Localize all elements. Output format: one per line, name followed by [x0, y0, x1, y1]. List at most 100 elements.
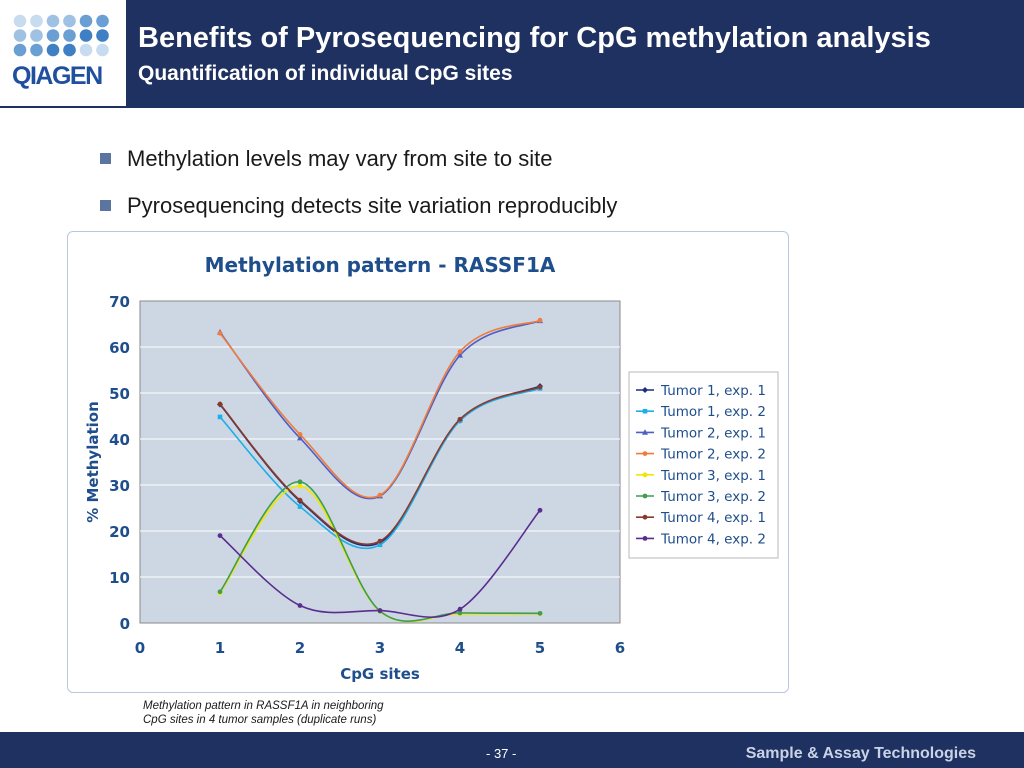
logo-dot	[46, 29, 60, 42]
chart-legend: Tumor 1, exp. 1 Tumor 1, exp. 2 Tumor 2, e…	[628, 371, 779, 559]
plot-area	[139, 300, 621, 624]
logo-dot	[79, 43, 93, 57]
y-tick-label: 10	[109, 569, 130, 587]
slide-header: QIAGEN Benefits of Pyrosequencing for Cp…	[0, 0, 1024, 108]
data-point	[537, 384, 543, 390]
logo-dot	[63, 29, 76, 42]
logo-dot	[96, 29, 109, 42]
logo-wordmark: QIAGEN	[12, 62, 103, 90]
data-point	[217, 589, 223, 595]
data-point	[377, 542, 383, 548]
data-point	[642, 514, 648, 520]
legend-box	[628, 371, 779, 559]
logo-dot	[63, 43, 76, 57]
legend-label: Tumor 2, exp. 2	[660, 447, 766, 463]
data-point	[642, 493, 648, 499]
x-tick-label: 0	[135, 639, 145, 657]
data-point	[297, 603, 303, 608]
data-point	[297, 432, 303, 437]
legend-label: Tumor 2, exp. 1	[660, 425, 766, 441]
series-group	[217, 507, 543, 618]
logo-dot	[63, 14, 76, 28]
slide-subtitle: Quantification of individual CpG sites	[138, 62, 513, 85]
legend-label: Tumor 3, exp. 2	[660, 489, 766, 505]
data-point	[457, 349, 463, 354]
data-point	[297, 483, 303, 489]
logo-dot	[46, 14, 60, 28]
chart-title: Methylation pattern - RASSF1A	[205, 253, 556, 277]
data-point	[537, 507, 543, 513]
data-point	[377, 538, 383, 544]
data-point	[642, 429, 648, 435]
chart-frame: Methylation pattern - RASSF1A 0 10 20 30 40 50…	[67, 231, 789, 693]
legend-label: Tumor 1, exp. 2	[660, 404, 766, 420]
data-point	[217, 533, 223, 538]
data-point	[297, 434, 303, 441]
data-point	[297, 497, 303, 503]
y-tick-label: 0	[120, 615, 130, 633]
data-point	[537, 317, 543, 323]
y-tick-label: 70	[109, 293, 130, 311]
data-point	[297, 504, 303, 509]
series-line	[219, 480, 541, 622]
data-point	[642, 408, 648, 414]
data-point	[537, 610, 543, 616]
bullet-item: Pyrosequencing detects site variation re…	[100, 193, 617, 219]
legend-label: Tumor 1, exp. 1	[660, 383, 766, 399]
logo-dot	[79, 14, 93, 28]
logo-dot	[13, 29, 27, 42]
logo-dot	[96, 43, 109, 57]
series-group	[217, 384, 543, 546]
legend-label: Tumor 4, exp. 1	[660, 510, 766, 526]
data-point	[377, 608, 383, 613]
data-point	[217, 330, 223, 336]
caption-line: Methylation pattern in RASSF1A in neighb…	[143, 700, 384, 712]
series-group	[217, 317, 543, 499]
footer-brand: Sample & Assay Technologies	[745, 745, 976, 762]
logo-dot	[30, 29, 43, 42]
bullet-text: Pyrosequencing detects site variation re…	[127, 193, 618, 218]
x-tick-label: 5	[535, 639, 545, 657]
data-point	[457, 610, 463, 616]
logo-dot	[13, 43, 27, 57]
logo-dot	[30, 43, 43, 57]
caption-line: CpG sites in 4 tumor samples (duplicate …	[143, 714, 377, 726]
legend-label: Tumor 3, exp. 1	[660, 468, 766, 484]
x-axis-label: CpG sites	[340, 665, 420, 683]
y-tick-label: 30	[109, 477, 130, 495]
y-tick-label: 50	[109, 385, 130, 403]
bullet-item: Methylation levels may vary from site to…	[100, 146, 552, 172]
slide-footer: - 37 - Sample & Assay Technologies	[0, 732, 1024, 768]
methylation-chart: Methylation pattern - RASSF1A01020304050…	[84, 253, 779, 683]
figure-caption: Methylation pattern in RASSF1A in neighb…	[143, 699, 384, 727]
data-point	[457, 416, 463, 422]
y-tick-label: 20	[109, 523, 130, 541]
x-tick-label: 4	[455, 639, 465, 657]
logo-dots-icon	[13, 14, 109, 57]
y-tick-label: 40	[109, 431, 130, 449]
data-point	[377, 492, 383, 498]
logo-dot	[13, 14, 27, 28]
data-point	[457, 606, 463, 612]
x-tick-label: 6	[615, 639, 625, 657]
data-point	[642, 451, 648, 456]
bullet-text: Methylation levels may vary from site to…	[127, 146, 553, 171]
legend-label: Tumor 4, exp. 2	[660, 531, 766, 547]
bullet-square-icon	[100, 199, 111, 211]
qiagen-logo: QIAGEN	[0, 0, 126, 106]
data-point	[217, 414, 223, 420]
data-point	[297, 479, 303, 485]
x-tick-label: 1	[215, 639, 225, 657]
data-point	[642, 536, 648, 541]
bullet-square-icon	[100, 152, 111, 164]
logo-dot	[46, 43, 60, 57]
y-axis-label: % Methylation	[84, 401, 102, 523]
y-tick-label: 60	[109, 339, 130, 357]
page-number: - 37 -	[486, 746, 517, 761]
x-tick-label: 3	[375, 639, 385, 657]
data-point	[217, 401, 223, 407]
data-point	[457, 351, 463, 358]
data-point	[642, 472, 648, 478]
data-point	[642, 387, 648, 393]
x-tick-label: 2	[295, 639, 305, 657]
